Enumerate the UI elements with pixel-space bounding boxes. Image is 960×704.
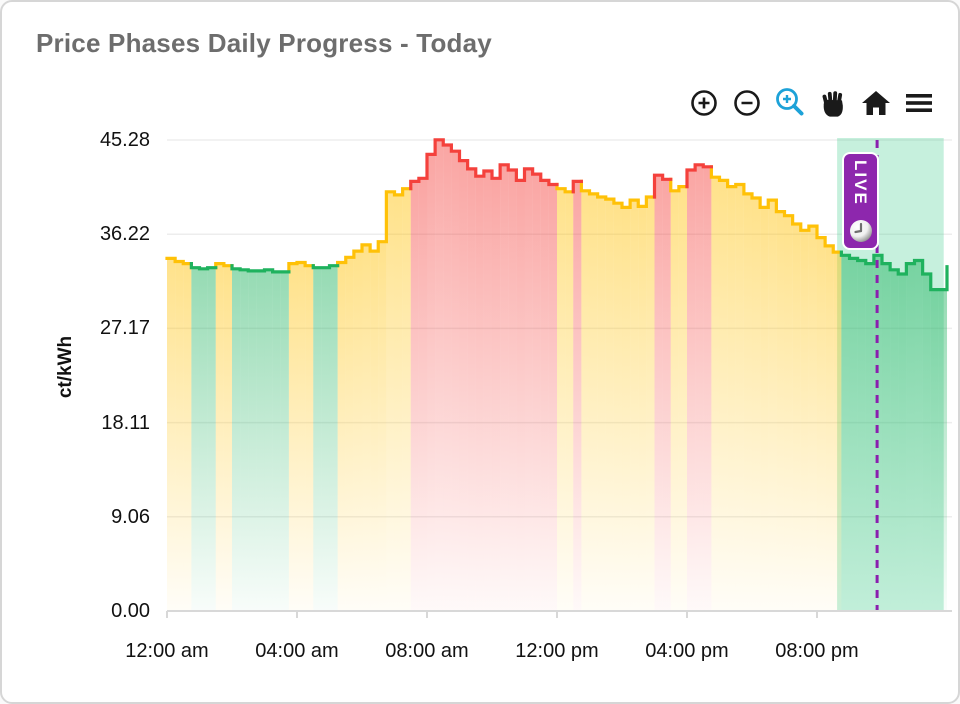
home-icon [860,87,892,119]
x-tick-label: 04:00 am [255,640,339,662]
x-tick-label: 08:00 pm [775,640,859,662]
live-badge: LIVE [842,152,879,250]
pan-icon [817,87,849,119]
x-tick-label: 04:00 pm [645,640,729,662]
clock-icon [848,218,874,244]
menu-icon [904,88,934,118]
zoom-in-button[interactable] [687,86,721,120]
page-title: Price Phases Daily Progress - Today [36,28,492,58]
x-tick-label: 12:00 am [125,640,209,662]
x-tick-label: 12:00 pm [515,640,599,662]
zoom-out-button[interactable] [730,86,764,120]
live-badge-label: LIVE [851,160,870,206]
y-tick-label: 36.22 [99,223,150,245]
x-tick-label: 08:00 am [385,640,469,662]
home-button[interactable] [859,86,893,120]
y-tick-label: 9.06 [111,506,150,528]
box-zoom-icon [773,86,807,120]
chart-toolbar [687,86,936,120]
pan-button[interactable] [816,86,850,120]
y-tick-label: 45.28 [99,129,150,151]
zoom-out-icon [731,87,763,119]
y-tick-label: 27.17 [99,317,150,339]
zoom-in-icon [688,87,720,119]
y-tick-label: 18.11 [101,412,150,434]
y-tick-label: 0.00 [111,600,150,622]
box-zoom-button[interactable] [773,86,807,120]
menu-button[interactable] [902,86,936,120]
